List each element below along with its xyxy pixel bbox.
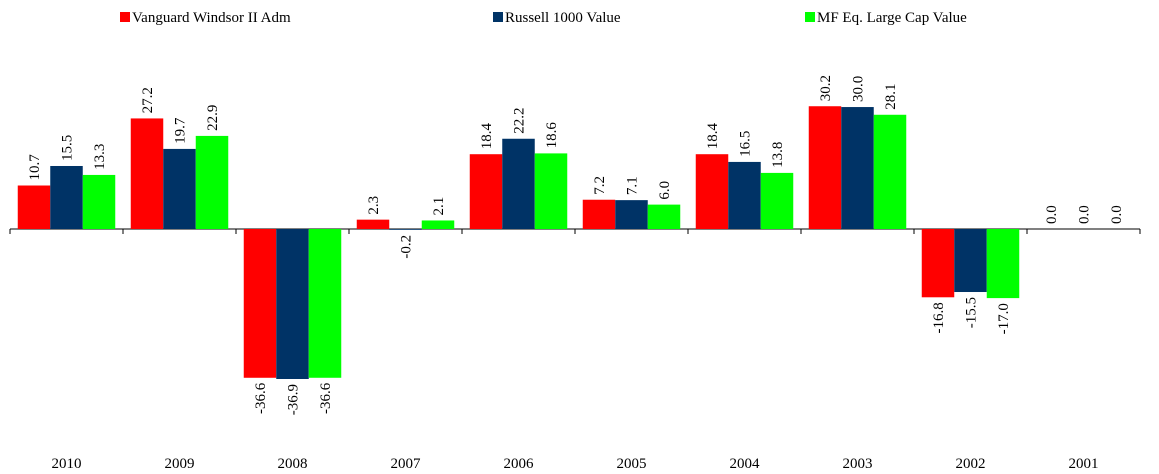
x-tick-label: 2010 [52,456,82,472]
data-label: 27.2 [140,87,156,113]
data-label: 6.0 [657,181,673,200]
data-label: 7.1 [625,176,641,195]
data-label: 10.7 [27,154,43,181]
x-tick-label: 2005 [617,456,647,472]
bar [760,172,794,229]
data-label: 19.7 [173,117,189,144]
bar [389,229,422,230]
legend-label: Vanguard Windsor II Adm [132,10,291,26]
bar [954,229,987,293]
bar [356,219,390,229]
bar [50,165,83,229]
data-label: 7.2 [592,176,608,195]
data-label: 30.0 [851,76,867,102]
legend-swatch [120,12,130,22]
data-label: 22.9 [205,105,221,131]
bar [195,135,229,229]
bar [130,118,164,229]
legend-label: MF Eq. Large Cap Value [817,10,967,26]
bar [582,199,616,229]
data-label: 30.2 [818,75,834,101]
bar [728,161,761,229]
data-label: 0.0 [1109,205,1125,224]
bar [308,229,342,378]
data-label: -36.9 [286,384,302,415]
data-label: 13.8 [770,142,786,168]
data-label: 2.3 [366,196,382,215]
data-label: 28.1 [883,84,899,110]
data-label: 15.5 [60,135,76,161]
bar [534,153,568,229]
bar [841,107,874,229]
bar [163,148,196,229]
bar [695,154,729,229]
data-label: 0.0 [1077,205,1093,224]
bar [986,229,1020,299]
x-tick-label: 2004 [730,456,761,472]
bar [421,220,455,229]
x-tick-label: 2006 [504,456,535,472]
bar [921,229,955,298]
data-label: -15.5 [964,297,980,328]
bar [808,106,842,229]
bar [615,200,648,229]
data-label: 16.5 [738,131,754,157]
data-label: 0.0 [1044,205,1060,224]
data-label: -36.6 [318,382,334,414]
x-tick-label: 2008 [278,456,308,472]
x-tick-label: 2003 [843,456,873,472]
legend-swatch [493,12,503,22]
x-tick-label: 2007 [391,456,422,472]
data-label: -17.0 [996,303,1012,334]
bar [82,174,116,229]
bar [873,114,907,229]
legend-swatch [805,12,815,22]
data-label: -36.6 [253,382,269,414]
legend-label: Russell 1000 Value [505,10,621,26]
data-label: -16.8 [931,302,947,333]
bar [17,185,51,229]
data-label: 2.1 [431,197,447,216]
data-label: 13.3 [92,144,108,170]
data-label: 18.4 [705,122,721,149]
bar [502,138,535,229]
x-tick-label: 2002 [956,456,986,472]
bar [243,229,277,378]
data-label: 18.4 [479,122,495,149]
data-label: 22.2 [512,108,528,134]
bar [647,204,681,229]
x-tick-label: 2009 [165,456,195,472]
data-label: -0.2 [399,235,415,259]
bar [276,229,309,379]
x-tick-label: 2001 [1069,456,1099,472]
bar [469,154,503,229]
data-label: 18.6 [544,122,560,149]
